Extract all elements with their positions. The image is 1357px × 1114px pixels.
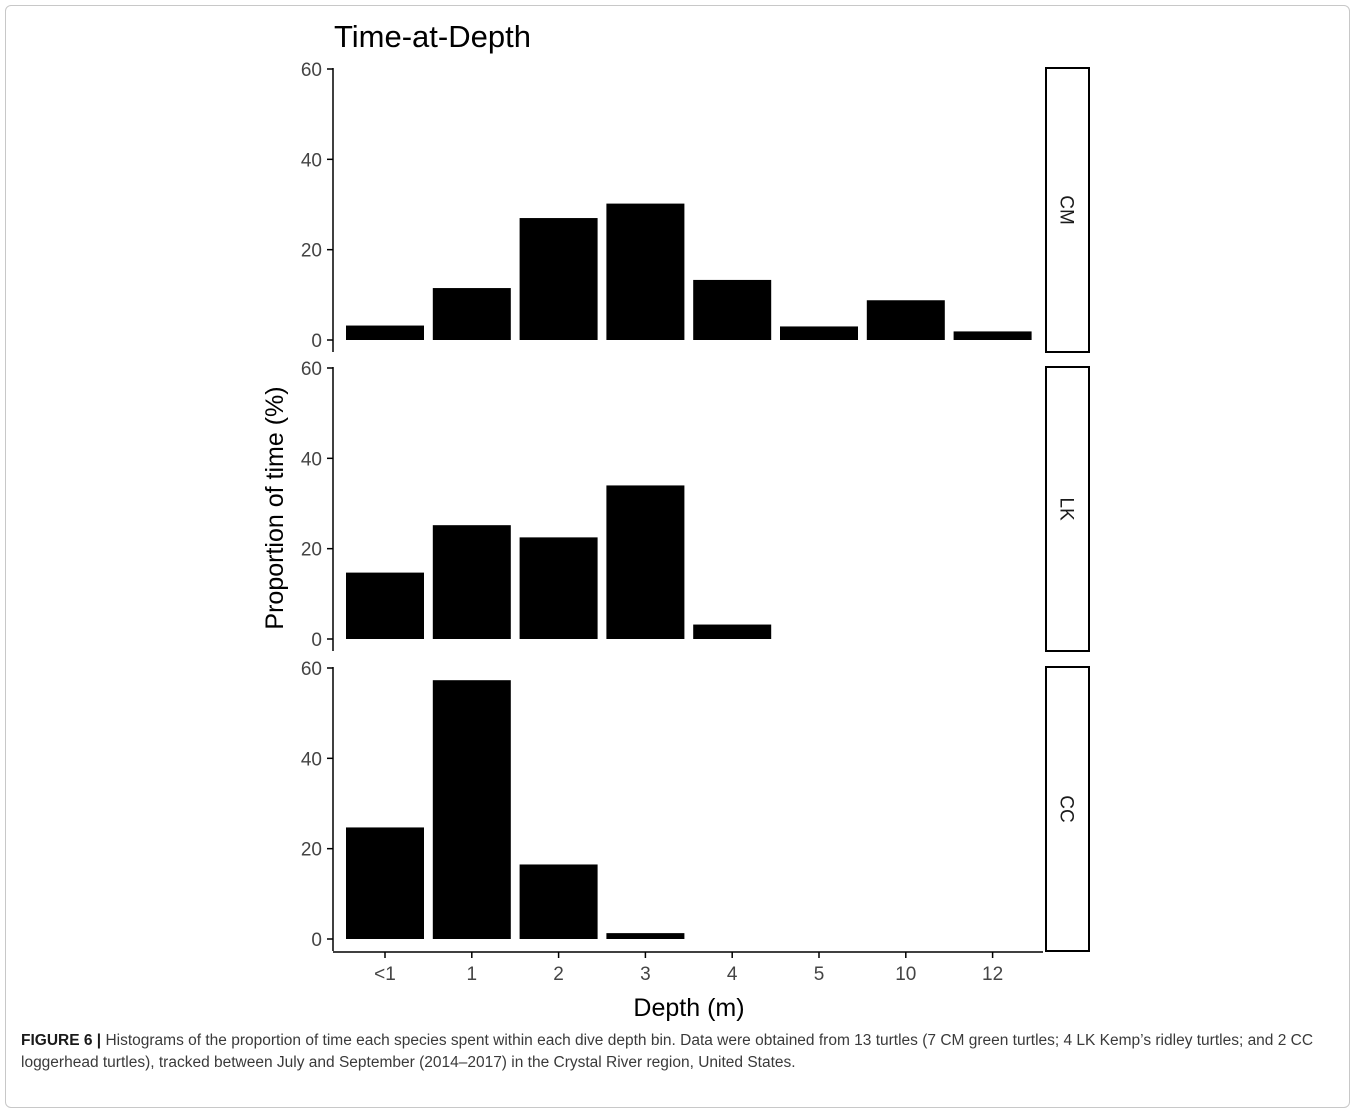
facet-strip	[1045, 67, 1090, 353]
facet-strip-label: CM	[1056, 195, 1077, 225]
bar	[519, 864, 598, 939]
panel-lk: 0 20 40 60 LK	[301, 359, 1090, 652]
bar	[606, 203, 685, 340]
bar	[693, 624, 772, 639]
time-at-depth-chart: Time-at-Depth 0 20 40 60 CM 0 20 40 60 LK 0 20 40 60 C…	[261, 19, 1090, 1022]
bar	[346, 827, 424, 939]
facet-strip	[1045, 366, 1090, 652]
y-tick-label: 40	[301, 749, 322, 770]
figure-caption-label: FIGURE 6 |	[21, 1032, 102, 1049]
bar	[519, 218, 598, 340]
bar	[432, 288, 511, 340]
bar	[953, 331, 1032, 340]
y-tick-label: 0	[311, 331, 322, 352]
y-tick-label: 20	[301, 241, 322, 262]
bar	[346, 572, 424, 639]
y-tick-label: 40	[301, 150, 322, 171]
x-tick-label: 1	[467, 964, 478, 985]
facet-strip-label: CC	[1056, 795, 1077, 822]
bar	[866, 300, 945, 340]
bar	[693, 279, 772, 340]
y-tick-label: 60	[301, 659, 322, 680]
bar	[780, 326, 858, 340]
facet-panels: 0 20 40 60 CM 0 20 40 60 LK 0 20 40 60 CC	[301, 60, 1090, 952]
y-tick-label: 60	[301, 359, 322, 380]
x-tick-label: 3	[640, 964, 651, 985]
bar	[519, 537, 598, 639]
x-axis: <1 1 2 3 4 5 10 12	[333, 951, 1043, 985]
y-axis-label: Proportion of time (%)	[261, 386, 289, 629]
y-tick-label: 60	[301, 60, 322, 81]
facet-strip-label: LK	[1056, 497, 1077, 521]
x-tick-label: 10	[895, 964, 916, 985]
x-axis-label: Depth (m)	[633, 994, 744, 1022]
panel-cc: 0 20 40 60 CC	[301, 659, 1090, 952]
y-tick-label: 0	[311, 630, 322, 651]
chart-title: Time-at-Depth	[334, 19, 531, 54]
x-tick-label: 4	[727, 964, 738, 985]
y-tick-label: 20	[301, 540, 322, 561]
y-tick-label: 20	[301, 840, 322, 861]
panel-cm: 0 20 40 60 CM	[301, 60, 1090, 353]
figure-caption-text: Histograms of the proportion of time eac…	[21, 1032, 1314, 1071]
x-tick-label: <1	[374, 964, 396, 985]
x-tick-label: 12	[982, 964, 1003, 985]
bar	[346, 325, 424, 340]
y-tick-label: 0	[311, 930, 322, 951]
bar	[606, 485, 685, 639]
y-tick-label: 40	[301, 449, 322, 470]
bar	[432, 680, 511, 939]
x-tick-label: 2	[553, 964, 564, 985]
x-tick-label: 5	[814, 964, 825, 985]
bar	[432, 525, 511, 639]
facet-strip	[1045, 666, 1090, 952]
figure-caption: FIGURE 6 | Histograms of the proportion …	[21, 1030, 1321, 1074]
bar	[606, 933, 685, 939]
